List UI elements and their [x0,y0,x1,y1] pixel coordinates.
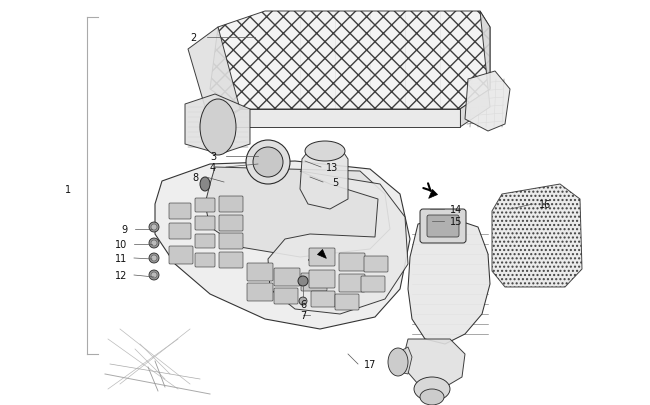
FancyBboxPatch shape [195,234,215,248]
FancyBboxPatch shape [301,273,327,291]
Text: 8: 8 [192,173,198,183]
Ellipse shape [149,239,159,248]
Polygon shape [408,217,490,344]
Text: 4: 4 [210,162,216,173]
FancyBboxPatch shape [195,216,215,230]
Text: 5: 5 [332,177,338,188]
Ellipse shape [299,297,307,305]
Ellipse shape [420,389,444,405]
Polygon shape [405,339,465,387]
Text: 7: 7 [300,310,306,320]
FancyBboxPatch shape [339,274,365,292]
Ellipse shape [149,270,159,280]
Text: 2: 2 [190,33,196,43]
Polygon shape [185,95,250,155]
FancyBboxPatch shape [335,294,359,310]
Text: 17: 17 [364,359,376,369]
FancyBboxPatch shape [247,263,273,281]
FancyBboxPatch shape [219,196,243,213]
Polygon shape [492,185,582,287]
FancyBboxPatch shape [339,254,365,271]
FancyBboxPatch shape [309,248,335,266]
Polygon shape [155,162,410,329]
Text: 12: 12 [115,270,127,280]
Polygon shape [395,347,412,374]
Text: 1: 1 [65,185,71,194]
Polygon shape [210,110,460,128]
Polygon shape [188,28,240,125]
Ellipse shape [151,224,157,230]
FancyBboxPatch shape [420,209,466,243]
FancyBboxPatch shape [195,198,215,213]
FancyBboxPatch shape [195,254,215,267]
FancyBboxPatch shape [364,256,388,272]
Ellipse shape [305,142,345,162]
Ellipse shape [149,222,159,232]
Text: 13: 13 [326,162,338,173]
Polygon shape [300,145,348,209]
Polygon shape [465,72,510,132]
FancyBboxPatch shape [219,233,243,249]
Text: 9: 9 [121,224,127,234]
FancyBboxPatch shape [219,252,243,269]
FancyBboxPatch shape [427,215,459,237]
Ellipse shape [298,276,308,286]
Text: 11: 11 [115,254,127,263]
Ellipse shape [253,148,283,177]
Text: 10: 10 [115,239,127,249]
Ellipse shape [200,177,210,192]
FancyBboxPatch shape [274,269,300,286]
Ellipse shape [246,141,290,185]
Ellipse shape [151,272,157,278]
FancyBboxPatch shape [361,276,385,292]
Ellipse shape [149,254,159,263]
FancyBboxPatch shape [169,246,193,264]
Polygon shape [210,12,490,110]
FancyBboxPatch shape [311,291,335,307]
FancyBboxPatch shape [247,284,273,301]
Polygon shape [460,12,490,128]
Polygon shape [428,190,437,199]
Ellipse shape [151,256,157,261]
FancyBboxPatch shape [169,224,191,239]
Text: 15: 15 [450,216,462,226]
Text: 16: 16 [539,200,551,209]
Polygon shape [317,250,326,259]
Text: 6: 6 [300,299,306,309]
Ellipse shape [200,100,236,156]
Text: 14: 14 [450,205,462,215]
Ellipse shape [151,241,157,246]
Ellipse shape [388,348,408,376]
FancyBboxPatch shape [219,215,243,231]
FancyBboxPatch shape [274,288,298,304]
FancyBboxPatch shape [169,203,191,220]
Ellipse shape [414,377,450,401]
Text: 3: 3 [210,151,216,162]
FancyBboxPatch shape [309,270,335,288]
Polygon shape [205,168,390,257]
Polygon shape [268,172,408,314]
